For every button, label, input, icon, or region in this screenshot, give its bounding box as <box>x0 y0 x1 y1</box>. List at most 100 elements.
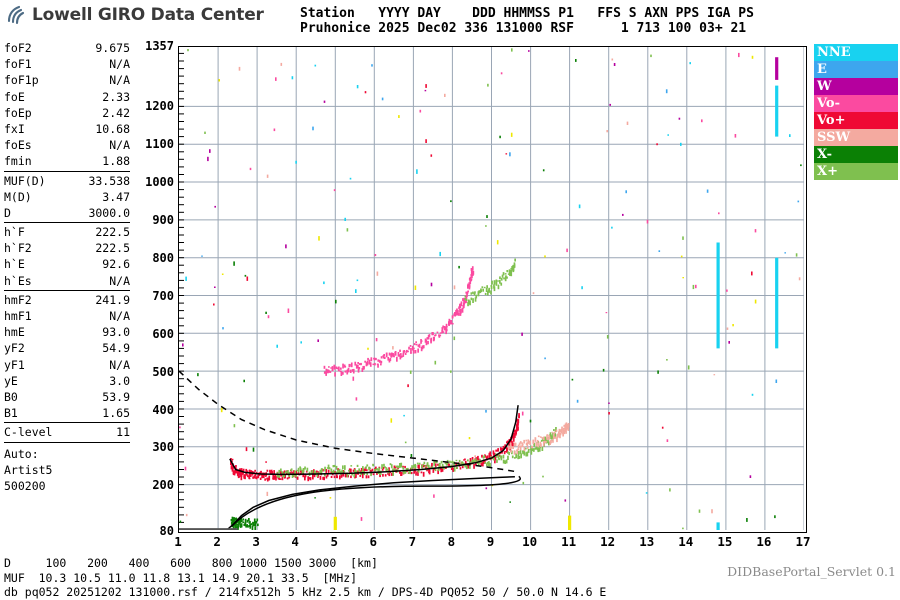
legend-item-x[interactable]: X- <box>814 146 898 163</box>
echo-dot <box>486 463 488 467</box>
noise-dot <box>485 487 488 490</box>
echo-dot <box>348 363 351 368</box>
noise-dot <box>611 226 613 229</box>
echo-dot <box>325 469 328 474</box>
echo-dot <box>457 313 460 316</box>
param-value: 2.33 <box>102 89 130 104</box>
echo-dot <box>441 329 443 334</box>
legend-item-e[interactable]: E <box>814 61 898 78</box>
echo-dot <box>350 362 353 368</box>
echo-dot <box>376 468 378 470</box>
echo-dot <box>470 278 473 281</box>
echo-dot <box>378 359 381 363</box>
echo-dot <box>340 371 343 376</box>
echo-dot <box>461 465 464 469</box>
legend-item-nne[interactable]: NNE <box>814 44 898 61</box>
echo-dot <box>504 444 506 448</box>
echo-dot <box>275 476 277 481</box>
noise-dot <box>409 370 412 374</box>
noise-dot <box>511 48 513 52</box>
noise-dot <box>711 509 713 514</box>
echo-dot <box>254 473 257 477</box>
station-header: Station YYYY DAY DDD HHMMSS P1 FFS S AXN… <box>300 6 754 36</box>
echo-dot <box>246 474 249 478</box>
noise-dot <box>285 244 287 249</box>
ionogram-plot[interactable] <box>178 46 807 533</box>
echo-dot <box>513 262 516 268</box>
echo-dot <box>240 472 243 477</box>
echo-dot <box>396 356 398 362</box>
echo-dot <box>508 445 510 449</box>
noise-dot <box>318 236 320 241</box>
echo-dot <box>296 469 299 472</box>
echo-dot <box>465 299 467 304</box>
echo-dot <box>523 446 526 452</box>
echo-dot <box>420 340 423 342</box>
echo-dot <box>302 468 305 471</box>
echo-dot <box>503 277 505 280</box>
echo-dot <box>517 422 519 426</box>
legend-item-vo[interactable]: Vo- <box>814 95 898 112</box>
echo-dot <box>548 442 551 444</box>
echo-dot <box>467 459 469 462</box>
legend-item-vo[interactable]: Vo+ <box>814 112 898 129</box>
noise-dot <box>646 219 649 224</box>
echo-dot <box>551 431 554 434</box>
echo-dot <box>519 445 522 451</box>
echo-dot <box>415 343 418 346</box>
echo-dot <box>497 284 500 290</box>
echo-dot <box>230 519 233 522</box>
param-row-foep: foEp 2.42 <box>4 105 130 121</box>
echo-dot <box>460 301 463 307</box>
echo-dot <box>514 429 517 432</box>
echo-dot <box>510 267 513 270</box>
echo-dot <box>450 320 453 325</box>
echo-dot <box>445 467 447 469</box>
echo-dot <box>235 523 238 526</box>
echo-dot <box>379 470 382 475</box>
echo-dot <box>233 517 235 522</box>
echo-dot <box>521 444 524 446</box>
y-axis-tick-label: 700 <box>152 288 174 303</box>
x-axis-tick-label: 5 <box>330 534 339 549</box>
echo-dot <box>250 523 252 525</box>
legend-item-ssw[interactable]: SSW <box>814 129 898 146</box>
echo-dot <box>273 470 275 474</box>
echo-dot <box>342 472 345 477</box>
echo-dot <box>451 315 454 319</box>
echo-dot <box>293 474 295 477</box>
echo-dot <box>271 471 273 474</box>
echo-dot <box>280 468 282 472</box>
echo-dot <box>421 465 423 469</box>
echo-dot <box>333 464 336 467</box>
echo-dot <box>482 459 485 464</box>
echo-dot <box>512 267 515 273</box>
legend-item-w[interactable]: W <box>814 78 898 95</box>
echo-dot <box>248 518 250 522</box>
echo-dot <box>350 475 352 479</box>
echo-dot <box>389 463 392 466</box>
param-key: h`Es <box>4 273 32 288</box>
x-axis-tick-label: 3 <box>252 534 260 549</box>
noise-dot <box>404 441 407 444</box>
echo-dot <box>308 477 311 480</box>
echo-dot <box>408 470 411 474</box>
echo-dot <box>442 325 444 328</box>
noise-dot <box>360 517 363 521</box>
echo-dot <box>541 437 543 439</box>
echo-dot <box>559 435 561 439</box>
x-axis-tick-label: 15 <box>717 534 733 549</box>
legend-item-x[interactable]: X+ <box>814 163 898 180</box>
param-row-fmin: fmin 1.88 <box>4 153 130 169</box>
echo-dot <box>489 451 492 456</box>
echo-dot <box>464 458 466 461</box>
echo-dot <box>477 463 480 467</box>
echo-dot <box>502 454 505 459</box>
echo-dot <box>380 363 382 366</box>
noise-dot <box>329 497 332 499</box>
echo-dot <box>349 369 352 373</box>
echo-dot <box>514 431 517 436</box>
echo-dot <box>369 363 372 367</box>
echo-dot <box>237 469 240 475</box>
